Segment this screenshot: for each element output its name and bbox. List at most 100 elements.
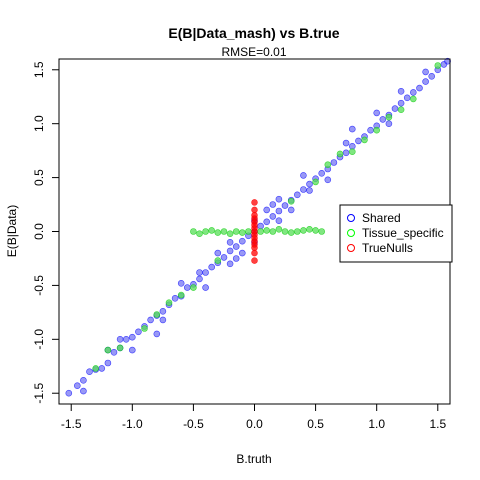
data-point [214,249,222,257]
data-point [336,150,344,158]
data-point [330,159,338,166]
legend-marker-tissue-specific [347,229,355,237]
data-point [300,172,307,179]
data-point [135,328,142,336]
data-point [293,228,301,235]
data-point [391,105,399,112]
data-point [269,201,277,208]
data-point [269,213,277,220]
data-point [287,206,295,214]
series-tissue-specific [92,62,442,372]
data-point [409,89,417,96]
data-point [444,57,451,65]
data-point [153,311,161,318]
data-point [397,106,405,113]
data-point [403,94,411,102]
data-point [116,335,124,343]
data-point [373,109,381,117]
data-point [232,255,240,262]
data-point [300,186,307,193]
y-tick-label: -1.0 [32,329,46,350]
data-point [342,149,350,157]
data-point [416,84,423,92]
data-point [80,387,87,395]
data-point [153,330,161,338]
data-point [177,279,185,287]
data-point [141,325,148,332]
data-point [177,291,185,299]
data-point [422,68,429,76]
legend-entry-truenulls: TrueNulls [362,241,413,255]
y-tick-label: -1.5 [32,383,46,404]
data-point [251,206,258,214]
data-point [65,389,73,397]
data-point [379,116,387,123]
data-point [208,263,215,271]
data-point [293,191,301,199]
x-tick-label: -1.0 [122,417,143,431]
data-point [220,228,228,235]
data-point [428,73,436,80]
data-point [159,316,167,324]
data-point [202,228,209,235]
x-axis: -1.5 -1.0 -0.5 0.0 0.5 1.0 1.5 [61,404,446,431]
x-axis-label: B.truth [236,452,271,466]
data-point [80,376,87,384]
data-point [257,228,264,235]
data-point [220,254,228,261]
data-point [367,126,374,134]
y-tick-label: 0.0 [32,223,46,240]
data-point [275,207,283,215]
data-point [116,344,124,352]
y-axis-label: E(B|Data) [5,205,19,257]
data-point [318,228,326,235]
data-point [104,359,112,367]
data-point [251,212,258,219]
data-point [361,136,368,144]
data-point [226,230,234,237]
data-point [373,126,381,134]
data-point [226,239,234,246]
x-tick-label: -0.5 [183,417,204,431]
data-point [348,148,356,155]
data-point [263,227,271,234]
data-point [287,198,295,205]
chart-title: E(B|Data_mash) vs B.true [168,25,339,41]
data-point [214,257,222,264]
data-point [98,365,106,372]
data-point [385,120,393,127]
data-point [129,346,136,354]
data-point [281,228,289,235]
data-point [422,78,429,85]
data-point [306,187,313,194]
x-tick-label: 0.5 [307,417,324,431]
series-truenulls [251,199,258,264]
data-point [110,348,118,356]
data-point [306,180,313,188]
data-point [251,249,258,257]
y-axis: -1.5 -1.0 -0.5 0.0 0.5 1.0 1.5 [32,61,59,404]
data-point [171,294,179,302]
data-point [287,229,295,236]
data-point [275,195,283,203]
data-point [397,99,405,107]
legend-box [339,204,453,263]
data-point [251,199,258,206]
data-point [239,249,246,257]
data-point [385,113,393,121]
x-tick-label: 1.5 [429,417,446,431]
data-point [190,228,197,235]
data-point [269,228,277,235]
data-point [306,226,313,233]
data-point [318,170,326,177]
data-point [275,226,283,233]
x-tick-label: 0.0 [246,417,263,431]
chart-subtitle: RMSE=0.01 [221,45,286,59]
data-point [348,125,356,133]
data-point [86,368,93,376]
data-point [214,229,222,236]
y-tick-label: -0.5 [32,275,46,296]
legend-entry-tissue-specific: Tissue_specific [362,226,444,240]
data-point [245,228,252,235]
